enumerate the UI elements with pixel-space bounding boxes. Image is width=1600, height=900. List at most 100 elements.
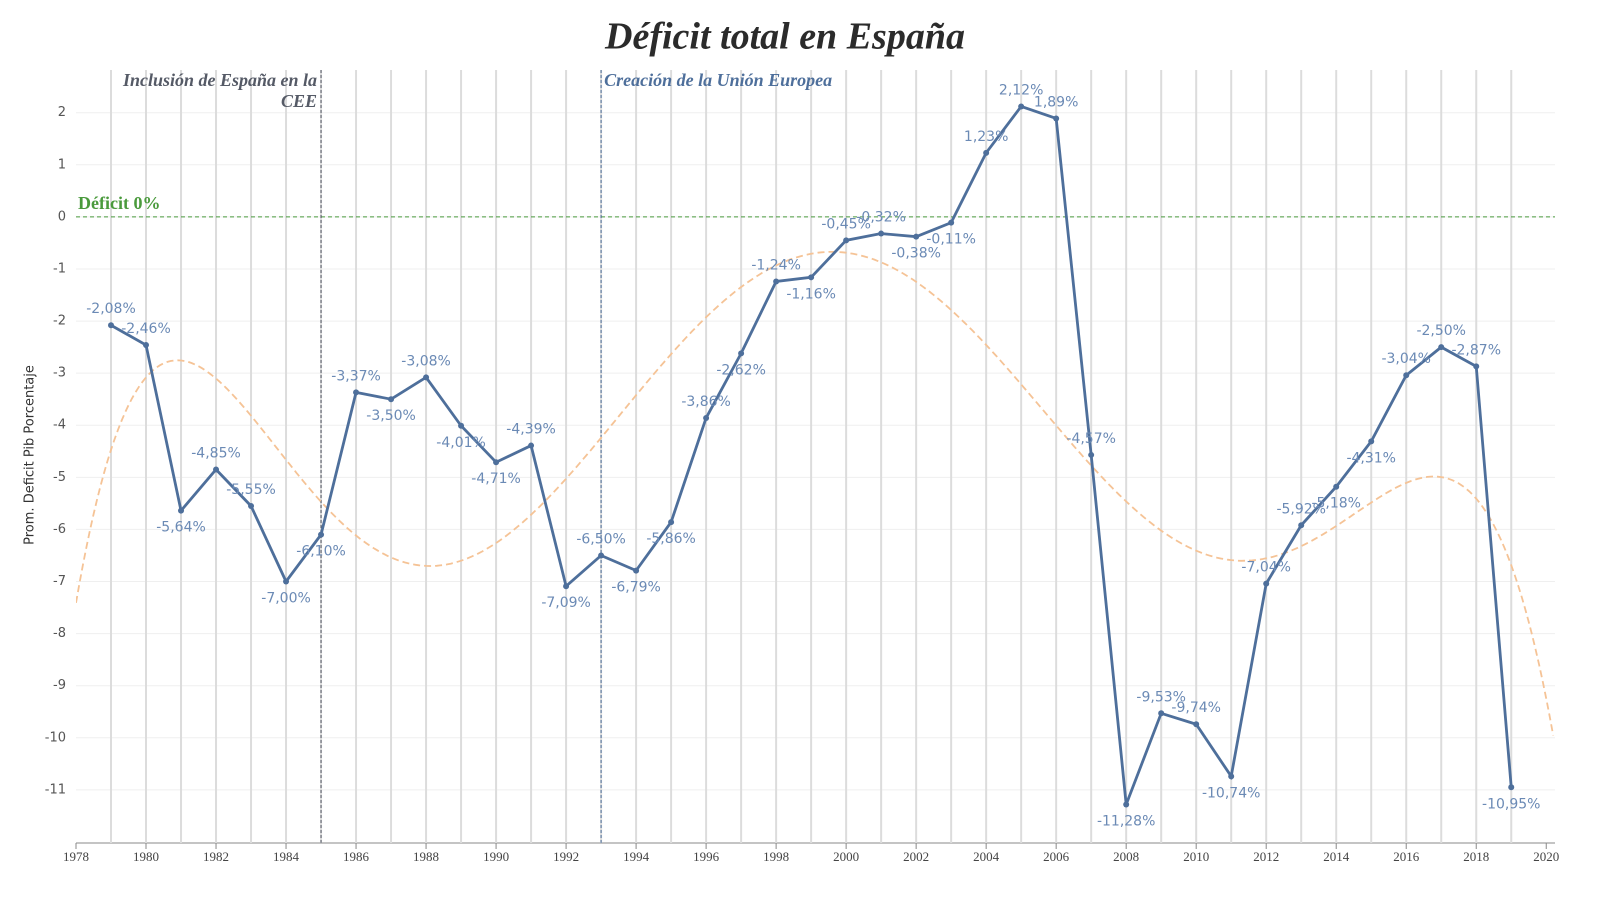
data-label: -4,01% [436, 435, 486, 451]
trend-line [76, 251, 1555, 736]
y-tick-label: -1 [53, 261, 66, 276]
point [248, 502, 255, 509]
data-label: -10,95% [1482, 796, 1540, 812]
y-tick-label: -2 [53, 314, 66, 329]
y-tick-label: -11 [45, 782, 66, 797]
y-tick-label: -7 [53, 574, 66, 589]
x-tick-label: 1980 [133, 849, 159, 864]
x-tick-label: 1994 [623, 849, 650, 864]
data-label: -4,39% [506, 422, 556, 438]
data-label: -4,31% [1346, 450, 1396, 466]
point [143, 342, 150, 349]
point [1158, 710, 1165, 717]
point [1123, 801, 1130, 808]
x-tick-label: 2010 [1183, 849, 1209, 864]
point [1298, 522, 1305, 529]
x-tick-label: 2012 [1253, 849, 1279, 864]
x-tick-label: 1986 [343, 849, 370, 864]
x-tick-label: 2004 [973, 849, 1000, 864]
y-tick-label: -5 [53, 470, 66, 485]
x-tick-label: 1988 [413, 849, 439, 864]
grid [76, 70, 1555, 843]
data-label: -5,86% [646, 531, 696, 547]
point [913, 233, 920, 240]
point [353, 389, 360, 396]
point [1228, 773, 1235, 780]
y-tick-label: 0 [58, 209, 66, 224]
y-tick-label: 1 [58, 157, 66, 172]
data-label: -5,64% [156, 520, 206, 536]
data-label: -1,16% [786, 286, 836, 302]
point [423, 374, 430, 381]
data-label: -2,62% [716, 362, 766, 378]
point [948, 219, 955, 226]
data-label: -4,57% [1066, 431, 1116, 447]
x-tick-label: 1992 [553, 849, 579, 864]
data-label: -0,45% [821, 216, 871, 232]
y-tick-label: -4 [53, 418, 66, 433]
x-tick-label: 2020 [1533, 849, 1559, 864]
data-label: -6,50% [576, 531, 626, 547]
y-tick-label: -8 [53, 626, 66, 641]
data-label: -3,50% [366, 408, 416, 424]
point [1018, 103, 1025, 110]
x-tick-label: 1982 [203, 849, 229, 864]
data-label: -7,09% [541, 595, 591, 611]
y-tick-label: -10 [45, 730, 66, 745]
x-tick-label: 2014 [1323, 849, 1350, 864]
x-tick-label: 1984 [273, 849, 300, 864]
point [808, 274, 815, 281]
point [1088, 451, 1095, 458]
data-label: -2,08% [86, 301, 136, 317]
x-tick-label: 1978 [63, 849, 89, 864]
x-tick-label: 2008 [1113, 849, 1139, 864]
data-label: -0,32% [856, 210, 906, 226]
x-tick-label: 1998 [763, 849, 789, 864]
y-tick-label: 2 [58, 105, 66, 120]
data-label: -2,50% [1416, 323, 1466, 339]
x-tick-label: 1990 [483, 849, 509, 864]
x-tick-label: 2000 [833, 849, 859, 864]
data-label: 1,89% [1034, 94, 1078, 110]
data-label: -10,74% [1202, 785, 1260, 801]
point [703, 414, 710, 421]
point [1263, 580, 1270, 587]
point [1438, 344, 1445, 351]
data-label: -9,53% [1136, 689, 1186, 705]
reference-label: Inclusión de España en la CEE [122, 70, 318, 111]
point [528, 442, 535, 449]
data-label: -3,08% [401, 353, 451, 369]
point [773, 278, 780, 285]
data-label: -3,04% [1381, 351, 1431, 367]
point [563, 583, 570, 590]
y-tick-label: -3 [53, 366, 66, 381]
data-label: -3,86% [681, 394, 731, 410]
data-label: -7,00% [261, 591, 311, 607]
data-label: -2,87% [1451, 342, 1501, 358]
x-tick-label: 2006 [1043, 849, 1070, 864]
data-label: -5,92% [1276, 501, 1326, 517]
point [1368, 438, 1375, 445]
point [458, 422, 465, 429]
point [213, 466, 220, 473]
point [843, 237, 850, 244]
point [108, 322, 115, 329]
point [388, 396, 395, 403]
data-label: -9,74% [1171, 700, 1221, 716]
point [878, 230, 885, 237]
data-label: -0,38% [891, 246, 941, 262]
point [598, 552, 605, 559]
point [983, 149, 990, 156]
point [318, 531, 325, 538]
point [1508, 784, 1515, 791]
data-label: -5,18% [1311, 496, 1361, 512]
point [1053, 115, 1060, 122]
data-label: -11,28% [1097, 813, 1155, 829]
point [178, 507, 185, 514]
x-tick-label: 2018 [1463, 849, 1489, 864]
data-label: 1,23% [964, 129, 1008, 145]
point [1333, 483, 1340, 490]
y-tick-label: -9 [53, 678, 66, 693]
reference-label: Creación de la Unión Europea [604, 70, 833, 90]
